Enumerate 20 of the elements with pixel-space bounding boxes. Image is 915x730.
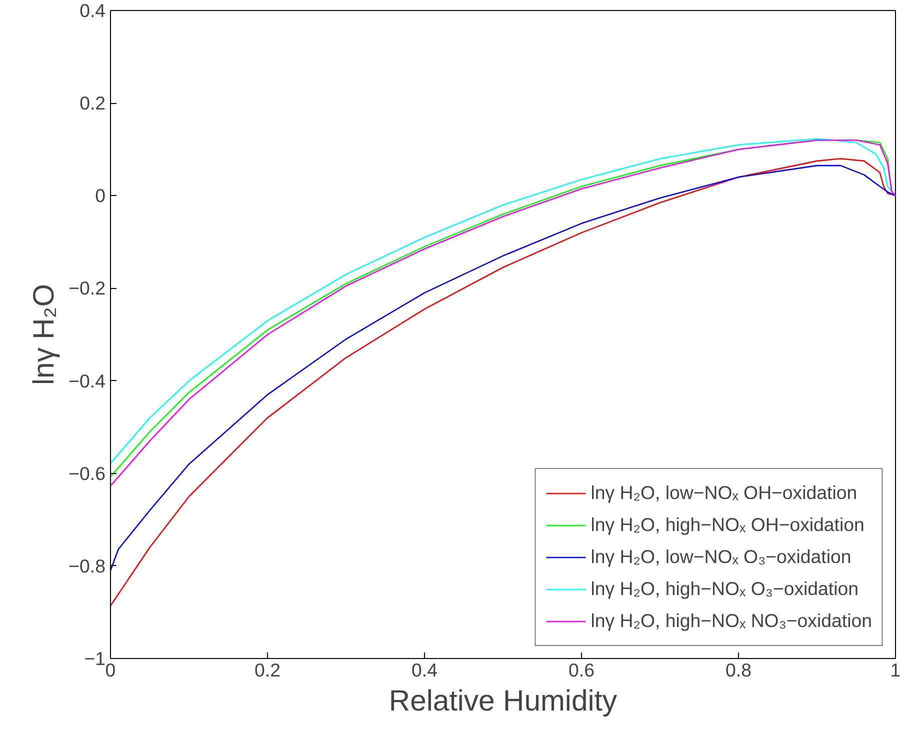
y-tick-label: −0.2	[68, 278, 106, 299]
x-tick-label: 0.6	[568, 660, 594, 680]
y-tick-label: −0.6	[68, 462, 106, 484]
x-axis-title: Relative Humidity	[388, 684, 618, 718]
legend-label: lnγ H₂O, high−NOₓ OH−oxidation	[590, 513, 864, 537]
legend-label: lnγ H₂O, high−NOₓ O₃−oxidation	[590, 577, 859, 601]
x-tick-label: 0.8	[726, 660, 752, 680]
legend-label: lnγ H₂O, high−NOₓ NO₃−oxidation	[590, 609, 872, 633]
y-tick-label: −1	[84, 648, 106, 669]
y-tick-label: −0.8	[68, 555, 106, 576]
y-axis-title: lnγ H₂O	[28, 284, 61, 386]
y-tick-label: 0	[95, 185, 106, 206]
y-tick-label: −0.4	[68, 370, 106, 392]
x-tick-label: 0.4	[412, 660, 438, 680]
x-tick-label: 0.2	[254, 660, 280, 680]
x-tick-label: 1	[890, 660, 901, 680]
legend-label: lnγ H₂O, low−NOₓ O₃−oxidation	[590, 545, 852, 569]
y-tick-label: 0.2	[80, 92, 106, 114]
legend-label: lnγ H₂O, low−NOₓ OH−oxidation	[590, 481, 858, 505]
y-tick-label: 0.4	[80, 0, 106, 21]
